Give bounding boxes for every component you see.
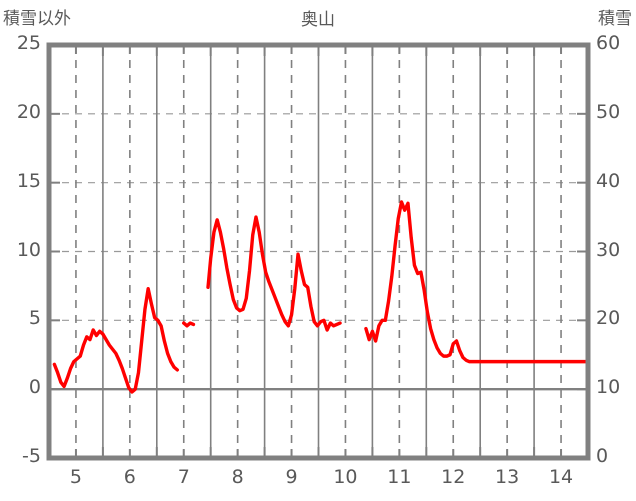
data-line-non-snow — [206, 215, 342, 332]
plot-frame — [46, 42, 591, 461]
tick-marks — [51, 47, 586, 456]
y-axis-tick-label: 5 — [28, 307, 41, 330]
x-axis-tick-label: 14 — [548, 466, 574, 488]
x-axis-tick-label: 9 — [285, 466, 298, 488]
y2-axis-tick-label: 30 — [596, 238, 621, 261]
data-line-non-snow — [52, 286, 179, 394]
y2-axis-tick-label: 40 — [596, 169, 621, 192]
grid-layer — [49, 45, 588, 458]
x-axis-tick-label: 8 — [231, 466, 244, 488]
chart-title: 奥山 — [301, 10, 335, 30]
x-axis-tick-label: 13 — [495, 466, 520, 488]
y-axis-tick-label: 25 — [16, 32, 41, 54]
left-axis-title: 積雪以外 — [3, 9, 71, 29]
y-axis-tick-label: 15 — [16, 169, 41, 192]
axis-frame — [46, 42, 591, 461]
x-axis-tick-label: 10 — [333, 466, 358, 488]
x-axis-tick-label: 6 — [123, 466, 136, 488]
y-axis-tick-label: 0 — [28, 376, 41, 399]
data-line-non-snow — [364, 200, 590, 364]
x-axis-tick-label: 7 — [177, 466, 190, 488]
y2-axis-tick-label: 0 — [596, 445, 609, 467]
y-axis-tick-label: -5 — [22, 445, 41, 467]
y2-axis-tick-label: 10 — [596, 376, 621, 399]
x-axis-tick-label: 5 — [69, 466, 82, 488]
right-axis-title: 積雪 — [598, 9, 632, 29]
y-axis-tick-label: 10 — [16, 238, 41, 261]
y2-axis-tick-label: 20 — [596, 307, 621, 330]
x-axis-tick-label: 11 — [387, 466, 412, 488]
y2-axis-tick-label: 60 — [596, 32, 621, 54]
y-axis-tick-label: 20 — [16, 100, 41, 123]
x-axis-tick-label: 12 — [441, 466, 466, 488]
data-line-non-snow — [182, 321, 196, 328]
y2-axis-tick-label: 50 — [596, 100, 621, 123]
